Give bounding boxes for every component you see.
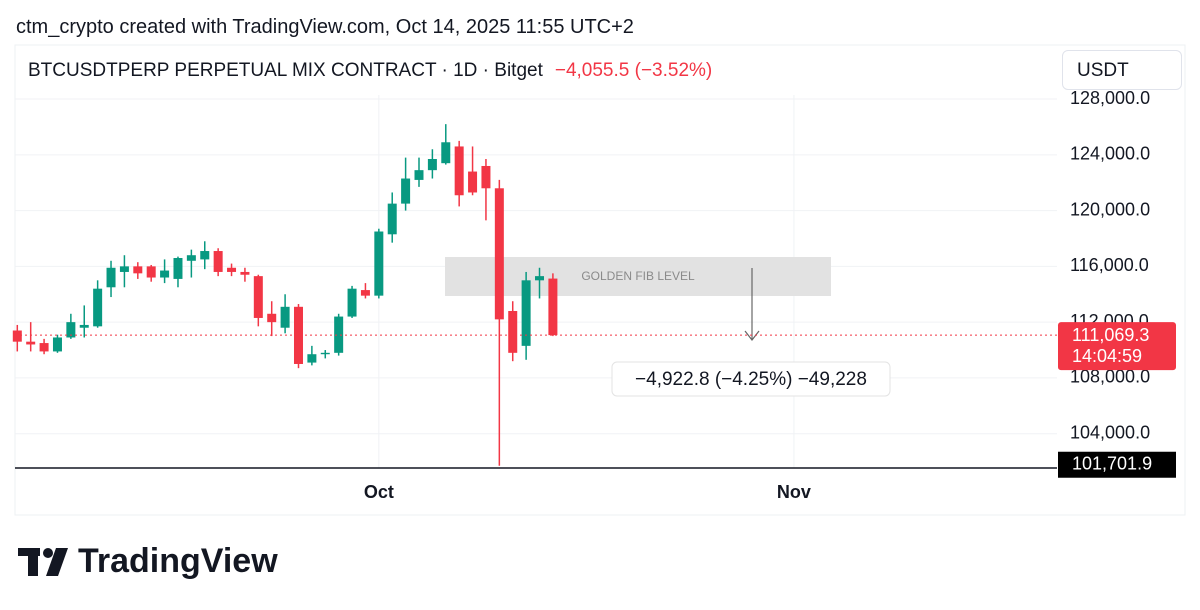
candle-body bbox=[253, 276, 263, 318]
y-tick-label: 128,000.0 bbox=[1070, 88, 1150, 108]
last-price-label: 111,069.3 bbox=[1072, 325, 1149, 345]
x-tick-label: Oct bbox=[364, 482, 394, 502]
candle-body bbox=[280, 306, 290, 328]
change-label: −4,055.5 (−3.52%) bbox=[554, 60, 713, 81]
fib-label: GOLDEN FIB LEVEL bbox=[581, 269, 695, 283]
candle-body bbox=[548, 278, 558, 336]
candle-body bbox=[494, 188, 504, 320]
candle-body bbox=[468, 171, 478, 193]
candle-body bbox=[535, 276, 545, 281]
y-tick-label: 116,000.0 bbox=[1070, 255, 1149, 275]
symbol-title: BTCUSDTPERP PERPETUAL MIX CONTRACT · 1D … bbox=[28, 60, 543, 81]
candle-body bbox=[66, 322, 76, 338]
low-marker-label: 101,701.9 bbox=[1072, 453, 1152, 473]
y-tick-label: 104,000.0 bbox=[1070, 422, 1150, 442]
candle-body bbox=[267, 313, 277, 323]
measure-label: −4,922.8 (−4.25%) −49,228 bbox=[635, 369, 867, 390]
candle-body bbox=[508, 310, 518, 353]
credit: ctm_crypto created with TradingView.com,… bbox=[16, 16, 634, 38]
candle-body bbox=[360, 290, 370, 296]
y-tick-label: 108,000.0 bbox=[1070, 367, 1150, 387]
candle-body bbox=[186, 255, 196, 261]
brand: TradingView bbox=[78, 542, 278, 580]
x-tick-label: Nov bbox=[777, 482, 811, 502]
candle-body bbox=[227, 267, 237, 272]
arrow-head bbox=[744, 330, 760, 341]
candle-body bbox=[173, 258, 183, 279]
candle-body bbox=[93, 288, 103, 327]
currency[interactable]: USDT bbox=[1062, 50, 1182, 90]
candle-body bbox=[320, 352, 330, 355]
candle-body bbox=[347, 288, 357, 317]
y-tick-label: 124,000.0 bbox=[1070, 144, 1150, 164]
fib-zone bbox=[445, 257, 831, 296]
candle-body bbox=[240, 271, 250, 275]
y-tick-label: 120,000.0 bbox=[1070, 199, 1150, 219]
candle-body bbox=[334, 316, 344, 353]
candle-body bbox=[146, 266, 156, 278]
candle-body bbox=[39, 343, 49, 352]
candle-body bbox=[52, 337, 62, 352]
low-marker-box bbox=[1058, 451, 1176, 478]
chart-frame bbox=[14, 44, 1186, 516]
candle-body bbox=[374, 231, 384, 296]
candle-body bbox=[200, 251, 210, 260]
candle-body bbox=[26, 341, 36, 345]
symbol-header: BTCUSDTPERP PERPETUAL MIX CONTRACT · 1D … bbox=[28, 60, 713, 82]
candle-body bbox=[387, 203, 397, 235]
measure-box bbox=[611, 361, 891, 397]
candle-body bbox=[133, 266, 143, 274]
candle-body bbox=[481, 165, 491, 189]
logo bbox=[18, 548, 68, 576]
candle-body bbox=[414, 170, 424, 180]
candle-body bbox=[79, 324, 89, 328]
candle-body bbox=[106, 267, 116, 288]
logo-part bbox=[43, 548, 53, 558]
candle-body bbox=[293, 306, 303, 364]
candle-body bbox=[160, 270, 170, 278]
logo-part bbox=[28, 548, 38, 576]
candle-body bbox=[401, 178, 411, 204]
candle-body bbox=[12, 330, 22, 342]
candle-body bbox=[213, 251, 223, 272]
candle-body bbox=[119, 266, 129, 272]
candle-body bbox=[307, 354, 317, 363]
countdown: 14:04:59 bbox=[1072, 346, 1142, 366]
candle-body bbox=[521, 280, 531, 346]
last-price-box bbox=[1058, 322, 1176, 371]
candle-body bbox=[427, 159, 437, 171]
logo-part bbox=[46, 548, 68, 576]
candle-body bbox=[441, 142, 451, 164]
candle-body bbox=[454, 146, 464, 196]
